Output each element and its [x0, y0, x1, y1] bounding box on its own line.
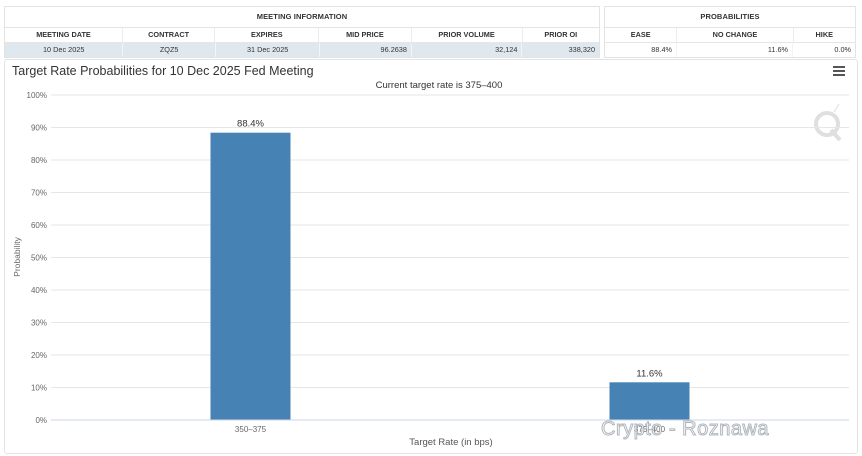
y-tick-label: 30%	[31, 319, 47, 328]
y-tick-label: 90%	[31, 124, 47, 133]
y-axis-title: Probability	[12, 236, 22, 276]
bar[interactable]	[609, 382, 690, 420]
chart-subtitle: Current target rate is 375–400	[376, 80, 503, 91]
x-tick-label: 350–375	[235, 425, 267, 434]
header-prior-oi: PRIOR OI	[544, 30, 578, 39]
value-ease: 88.4%	[605, 43, 677, 57]
watermark-text: Crypto - Roznawa	[600, 418, 770, 441]
value-contract: ZQZ5	[123, 43, 216, 57]
meeting-information-value-row: 10 Dec 2025 ZQZ5 31 Dec 2025 96.2638 32,…	[5, 43, 599, 57]
value-no-change: 11.6%	[677, 43, 793, 57]
y-grid-lines	[51, 94, 849, 388]
value-prior-volume: 32,124	[412, 43, 523, 57]
y-axis-ticks: 0% 10% 20% 30% 40% 50% 60% 70% 80% 90% 100%	[27, 91, 47, 425]
header-hike: HIKE	[815, 30, 833, 39]
y-tick-label: 60%	[31, 221, 47, 230]
chart-title: Target Rate Probabilities for 10 Dec 202…	[12, 64, 314, 78]
chart-panel: Target Rate Probabilities for 10 Dec 202…	[4, 59, 858, 454]
y-tick-label: 70%	[31, 189, 47, 198]
header-mid-price: MID PRICE	[319, 28, 412, 42]
value-hike: 0.0%	[834, 45, 851, 54]
y-tick-label: 100%	[27, 91, 47, 100]
bar[interactable]	[210, 132, 291, 420]
header-prior-volume: PRIOR VOLUME	[412, 28, 523, 42]
probabilities-title: PROBABILITIES	[605, 7, 855, 28]
data-label: 11.6%	[636, 368, 663, 379]
x-axis-title: Target Rate (in bps)	[409, 437, 492, 448]
header-ease: EASE	[605, 28, 678, 42]
x-tick-label: 375–400	[634, 425, 666, 434]
x-axis-ticks: 350–375 375–400	[235, 425, 666, 434]
meeting-information-table: MEETING INFORMATION MEETING DATE CONTRAC…	[4, 6, 600, 58]
data-label: 88.4%	[237, 119, 264, 130]
header-meeting-date: MEETING DATE	[5, 28, 123, 42]
value-prior-oi: 338,320	[568, 45, 596, 54]
value-meeting-date: 10 Dec 2025	[5, 43, 124, 57]
probabilities-value-row: 88.4% 11.6% 0.0%	[605, 43, 855, 57]
header-no-change: NO CHANGE	[677, 28, 794, 42]
q-logo-icon	[814, 103, 842, 142]
y-tick-label: 20%	[31, 351, 47, 360]
target-rate-bar-chart: Current target rate is 375–400 0% 10% 20% 3…	[12, 80, 849, 448]
meeting-information-header-row: MEETING DATE CONTRACT EXPIRES MID PRICE …	[5, 28, 599, 43]
header-expires: EXPIRES	[215, 28, 320, 42]
bar-series	[210, 132, 690, 420]
y-tick-label: 50%	[31, 254, 47, 263]
meeting-information-title: MEETING INFORMATION	[5, 7, 599, 28]
y-tick-label: 40%	[31, 286, 47, 295]
probabilities-table: PROBABILITIES EASE NO CHANGE HIKE 88.4% …	[604, 6, 856, 58]
y-tick-label: 10%	[31, 384, 47, 393]
header-contract: CONTRACT	[123, 28, 216, 42]
value-mid-price: 96.2638	[320, 43, 412, 57]
value-expires: 31 Dec 2025	[216, 43, 321, 57]
data-labels: 88.4% 11.6%	[237, 119, 663, 380]
probabilities-header-row: EASE NO CHANGE HIKE	[605, 28, 855, 43]
y-tick-label: 0%	[35, 416, 47, 425]
y-tick-label: 80%	[31, 156, 47, 165]
hamburger-menu-icon[interactable]	[833, 66, 845, 76]
